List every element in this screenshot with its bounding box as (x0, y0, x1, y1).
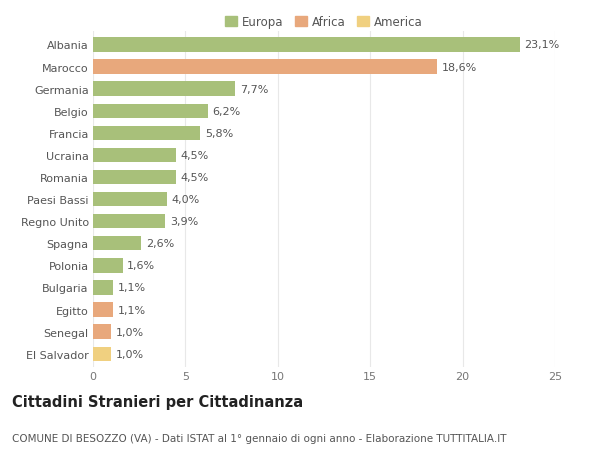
Bar (93, 38, 520, 52)
Text: 3,9%: 3,9% (170, 217, 198, 227)
Text: 23,1%: 23,1% (524, 40, 560, 50)
Bar (93, 347, 112, 361)
Bar (93, 236, 141, 251)
Text: 1,0%: 1,0% (116, 349, 144, 359)
Text: 1,1%: 1,1% (118, 305, 146, 315)
Bar (93, 126, 200, 141)
Text: 18,6%: 18,6% (442, 62, 476, 73)
Text: 4,5%: 4,5% (181, 173, 209, 183)
Text: 4,0%: 4,0% (172, 195, 200, 205)
Text: 1,6%: 1,6% (127, 261, 155, 271)
Text: 7,7%: 7,7% (240, 84, 268, 95)
Text: COMUNE DI BESOZZO (VA) - Dati ISTAT al 1° gennaio di ogni anno - Elaborazione TU: COMUNE DI BESOZZO (VA) - Dati ISTAT al 1… (12, 433, 506, 442)
Text: 5,8%: 5,8% (205, 129, 233, 139)
Text: 4,5%: 4,5% (181, 151, 209, 161)
Bar (93, 325, 112, 339)
Legend: Europa, Africa, America: Europa, Africa, America (221, 11, 427, 34)
Bar (93, 170, 176, 185)
Text: 6,2%: 6,2% (212, 106, 241, 117)
Text: Cittadini Stranieri per Cittadinanza: Cittadini Stranieri per Cittadinanza (12, 394, 303, 409)
Bar (93, 192, 167, 207)
Bar (93, 148, 176, 163)
Text: 1,1%: 1,1% (118, 283, 146, 293)
Bar (93, 82, 235, 96)
Bar (93, 280, 113, 295)
Text: 1,0%: 1,0% (116, 327, 144, 337)
Text: 2,6%: 2,6% (146, 239, 174, 249)
Bar (93, 303, 113, 317)
Bar (93, 214, 165, 229)
Bar (93, 104, 208, 119)
Bar (93, 258, 122, 273)
Bar (93, 60, 437, 74)
